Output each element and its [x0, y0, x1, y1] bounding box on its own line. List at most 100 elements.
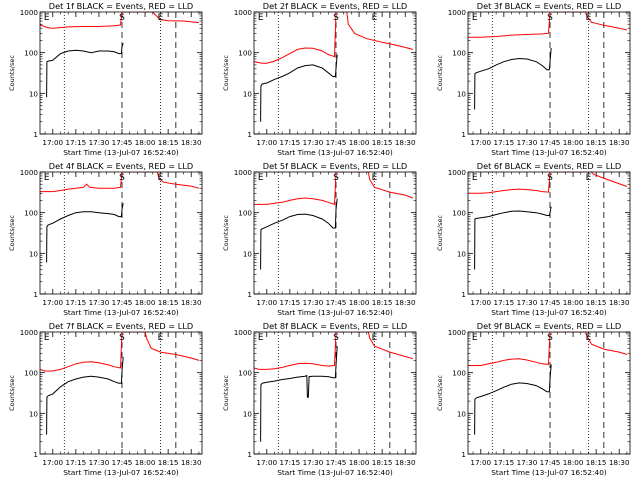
- y-tick-label: 10: [457, 89, 467, 98]
- x-tick-label: 17:30: [303, 298, 324, 307]
- e-marker-label: E: [258, 333, 264, 343]
- s-marker-label: S: [119, 13, 125, 23]
- y-tick-label: 10: [29, 409, 39, 418]
- y-tick-label: 1000: [234, 8, 253, 17]
- x-tick-label: 18:30: [395, 298, 416, 307]
- x-axis-label: Start Time (13-Jul-07 16:52:40): [277, 308, 393, 317]
- panel-plot-area: [468, 12, 628, 110]
- s-marker-label: S: [547, 13, 553, 23]
- y-tick-label: 1: [247, 450, 252, 459]
- x-tick-label: 17:00: [42, 298, 63, 307]
- panel-plot-area: [40, 332, 200, 435]
- panel-frame: [39, 331, 203, 455]
- x-tick-label: 17:45: [540, 298, 561, 307]
- e-marker-label: E: [372, 333, 378, 343]
- panel-plot-area: [468, 332, 628, 435]
- y-tick-label: 1: [33, 130, 38, 139]
- x-tick-label: 18:00: [349, 298, 370, 307]
- x-tick-label: 17:45: [326, 458, 347, 467]
- panel-frame: [253, 331, 417, 455]
- lld-series-line: [254, 12, 414, 64]
- e-marker-label: E: [586, 173, 592, 183]
- x-tick-label: 17:30: [303, 138, 324, 147]
- e-marker-label: E: [586, 333, 592, 343]
- panel-title: Det 4f BLACK = Events, RED = LLD: [49, 161, 193, 171]
- x-tick-label: 17:00: [470, 458, 491, 467]
- x-tick-label: 18:00: [349, 458, 370, 467]
- y-tick-label: 100: [24, 369, 38, 378]
- x-tick-label: 18:30: [609, 138, 630, 147]
- lld-series-line: [468, 12, 628, 38]
- y-axis-label: Counts/sec: [8, 215, 16, 251]
- y-axis-label: Counts/sec: [222, 55, 230, 91]
- y-tick-label: 100: [452, 369, 466, 378]
- s-marker-label: S: [333, 13, 339, 23]
- y-tick-label: 1000: [448, 8, 467, 17]
- x-tick-label: 17:45: [112, 138, 133, 147]
- x-tick-label: 17:30: [89, 298, 110, 307]
- x-axis-label: Start Time (13-Jul-07 16:52:40): [491, 308, 607, 317]
- x-tick-label: 18:00: [563, 458, 584, 467]
- y-axis-label: Counts/sec: [8, 55, 16, 91]
- x-axis-label: Start Time (13-Jul-07 16:52:40): [63, 468, 179, 477]
- x-tick-label: 18:15: [586, 138, 607, 147]
- y-tick-label: 1: [247, 290, 252, 299]
- x-tick-label: 17:30: [303, 458, 324, 467]
- x-tick-label: 17:45: [326, 298, 347, 307]
- events-series-line: [46, 43, 124, 98]
- e-marker-label: E: [44, 333, 50, 343]
- s-marker-label: S: [119, 173, 125, 183]
- y-tick-label: 10: [243, 89, 253, 98]
- y-tick-label: 10: [29, 249, 39, 258]
- y-tick-label: 100: [24, 49, 38, 58]
- lld-series-line: [254, 332, 414, 370]
- x-tick-label: 17:15: [65, 458, 86, 467]
- panel-plot-area: [254, 12, 414, 122]
- lld-series-line: [468, 332, 628, 366]
- y-tick-label: 10: [243, 409, 253, 418]
- x-tick-label: 17:30: [517, 138, 538, 147]
- y-axis-label: Counts/sec: [436, 55, 444, 91]
- x-tick-label: 18:15: [372, 138, 393, 147]
- panel-frame: [467, 331, 631, 455]
- y-tick-label: 1000: [20, 8, 39, 17]
- x-tick-label: 17:30: [517, 458, 538, 467]
- x-tick-label: 17:45: [112, 298, 133, 307]
- x-tick-label: 17:00: [470, 298, 491, 307]
- panel-frame: [467, 171, 631, 295]
- e-marker-label: E: [586, 13, 592, 23]
- s-marker-label: S: [547, 173, 553, 183]
- panel-title: Det 6f BLACK = Events, RED = LLD: [477, 161, 621, 171]
- x-tick-label: 18:30: [395, 138, 416, 147]
- y-tick-label: 1: [461, 130, 466, 139]
- panel-title: Det 1f BLACK = Events, RED = LLD: [49, 1, 193, 11]
- x-tick-label: 17:45: [326, 138, 347, 147]
- panel-9: Det 9f BLACK = Events, RED = LLD Counts/s…: [436, 321, 631, 477]
- x-tick-label: 17:30: [517, 298, 538, 307]
- x-tick-label: 17:00: [42, 138, 63, 147]
- panel-title: Det 9f BLACK = Events, RED = LLD: [477, 321, 621, 331]
- panel-frame: [253, 11, 417, 135]
- x-tick-label: 18:00: [135, 298, 156, 307]
- x-tick-label: 18:30: [395, 458, 416, 467]
- y-tick-label: 100: [238, 49, 252, 58]
- y-tick-label: 1: [461, 290, 466, 299]
- x-tick-label: 18:30: [609, 458, 630, 467]
- y-tick-label: 100: [452, 209, 466, 218]
- events-series-line: [474, 47, 552, 110]
- y-tick-label: 100: [238, 369, 252, 378]
- e-marker-label: E: [44, 173, 50, 183]
- y-tick-label: 100: [24, 209, 38, 218]
- y-axis-label: Counts/sec: [436, 215, 444, 251]
- x-tick-label: 18:15: [158, 458, 179, 467]
- x-tick-label: 18:30: [181, 458, 202, 467]
- panel-2: Det 2f BLACK = Events, RED = LLD Counts/s…: [222, 1, 417, 157]
- panel-frame: [39, 11, 203, 135]
- y-tick-label: 1000: [448, 328, 467, 337]
- y-tick-label: 1000: [234, 168, 253, 177]
- e-marker-label: E: [158, 173, 164, 183]
- panel-plot-area: [40, 12, 199, 98]
- panel-title: Det 3f BLACK = Events, RED = LLD: [477, 1, 621, 11]
- panel-plot-area: [254, 172, 414, 270]
